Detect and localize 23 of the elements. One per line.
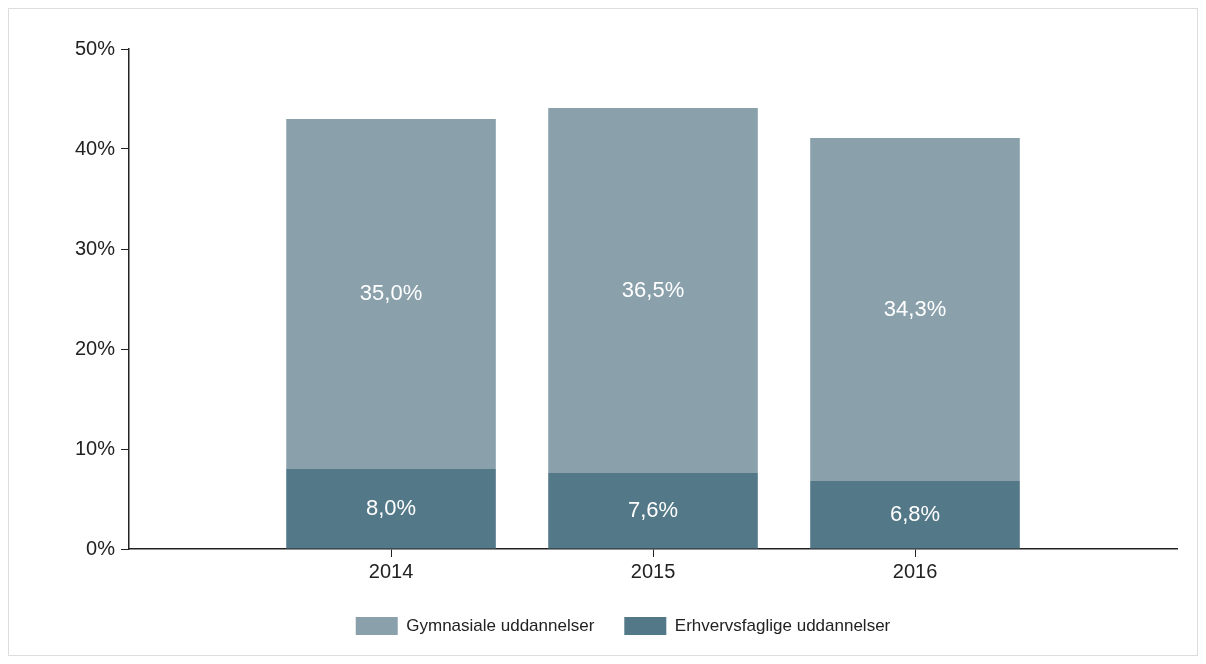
y-tick-label: 40% (75, 136, 116, 159)
data-label: 7,6% (627, 496, 679, 522)
data-label: 34,3% (883, 295, 947, 321)
x-tick-label: 2014 (368, 559, 414, 582)
x-tick-label: 2015 (630, 559, 676, 582)
bar (286, 119, 496, 469)
data-label: 36,5% (621, 276, 685, 302)
data-label: 6,8% (889, 500, 941, 526)
bar (548, 473, 758, 549)
legend-label: Erhvervsfaglige uddannelser (674, 615, 891, 635)
y-tick-label: 30% (75, 236, 116, 259)
y-tick-label: 0% (86, 536, 116, 559)
y-tick-label: 50% (75, 36, 116, 59)
bar (548, 108, 758, 473)
x-tick-label: 2016 (892, 559, 938, 582)
bar (810, 481, 1020, 549)
y-tick-label: 20% (75, 336, 116, 359)
legend-label: Gymnasiale uddannelser (406, 615, 595, 635)
y-tick-label: 10% (75, 436, 116, 459)
bar (286, 469, 496, 549)
bar (810, 138, 1020, 481)
data-label: 8,0% (365, 494, 417, 520)
data-label: 35,0% (359, 280, 423, 306)
